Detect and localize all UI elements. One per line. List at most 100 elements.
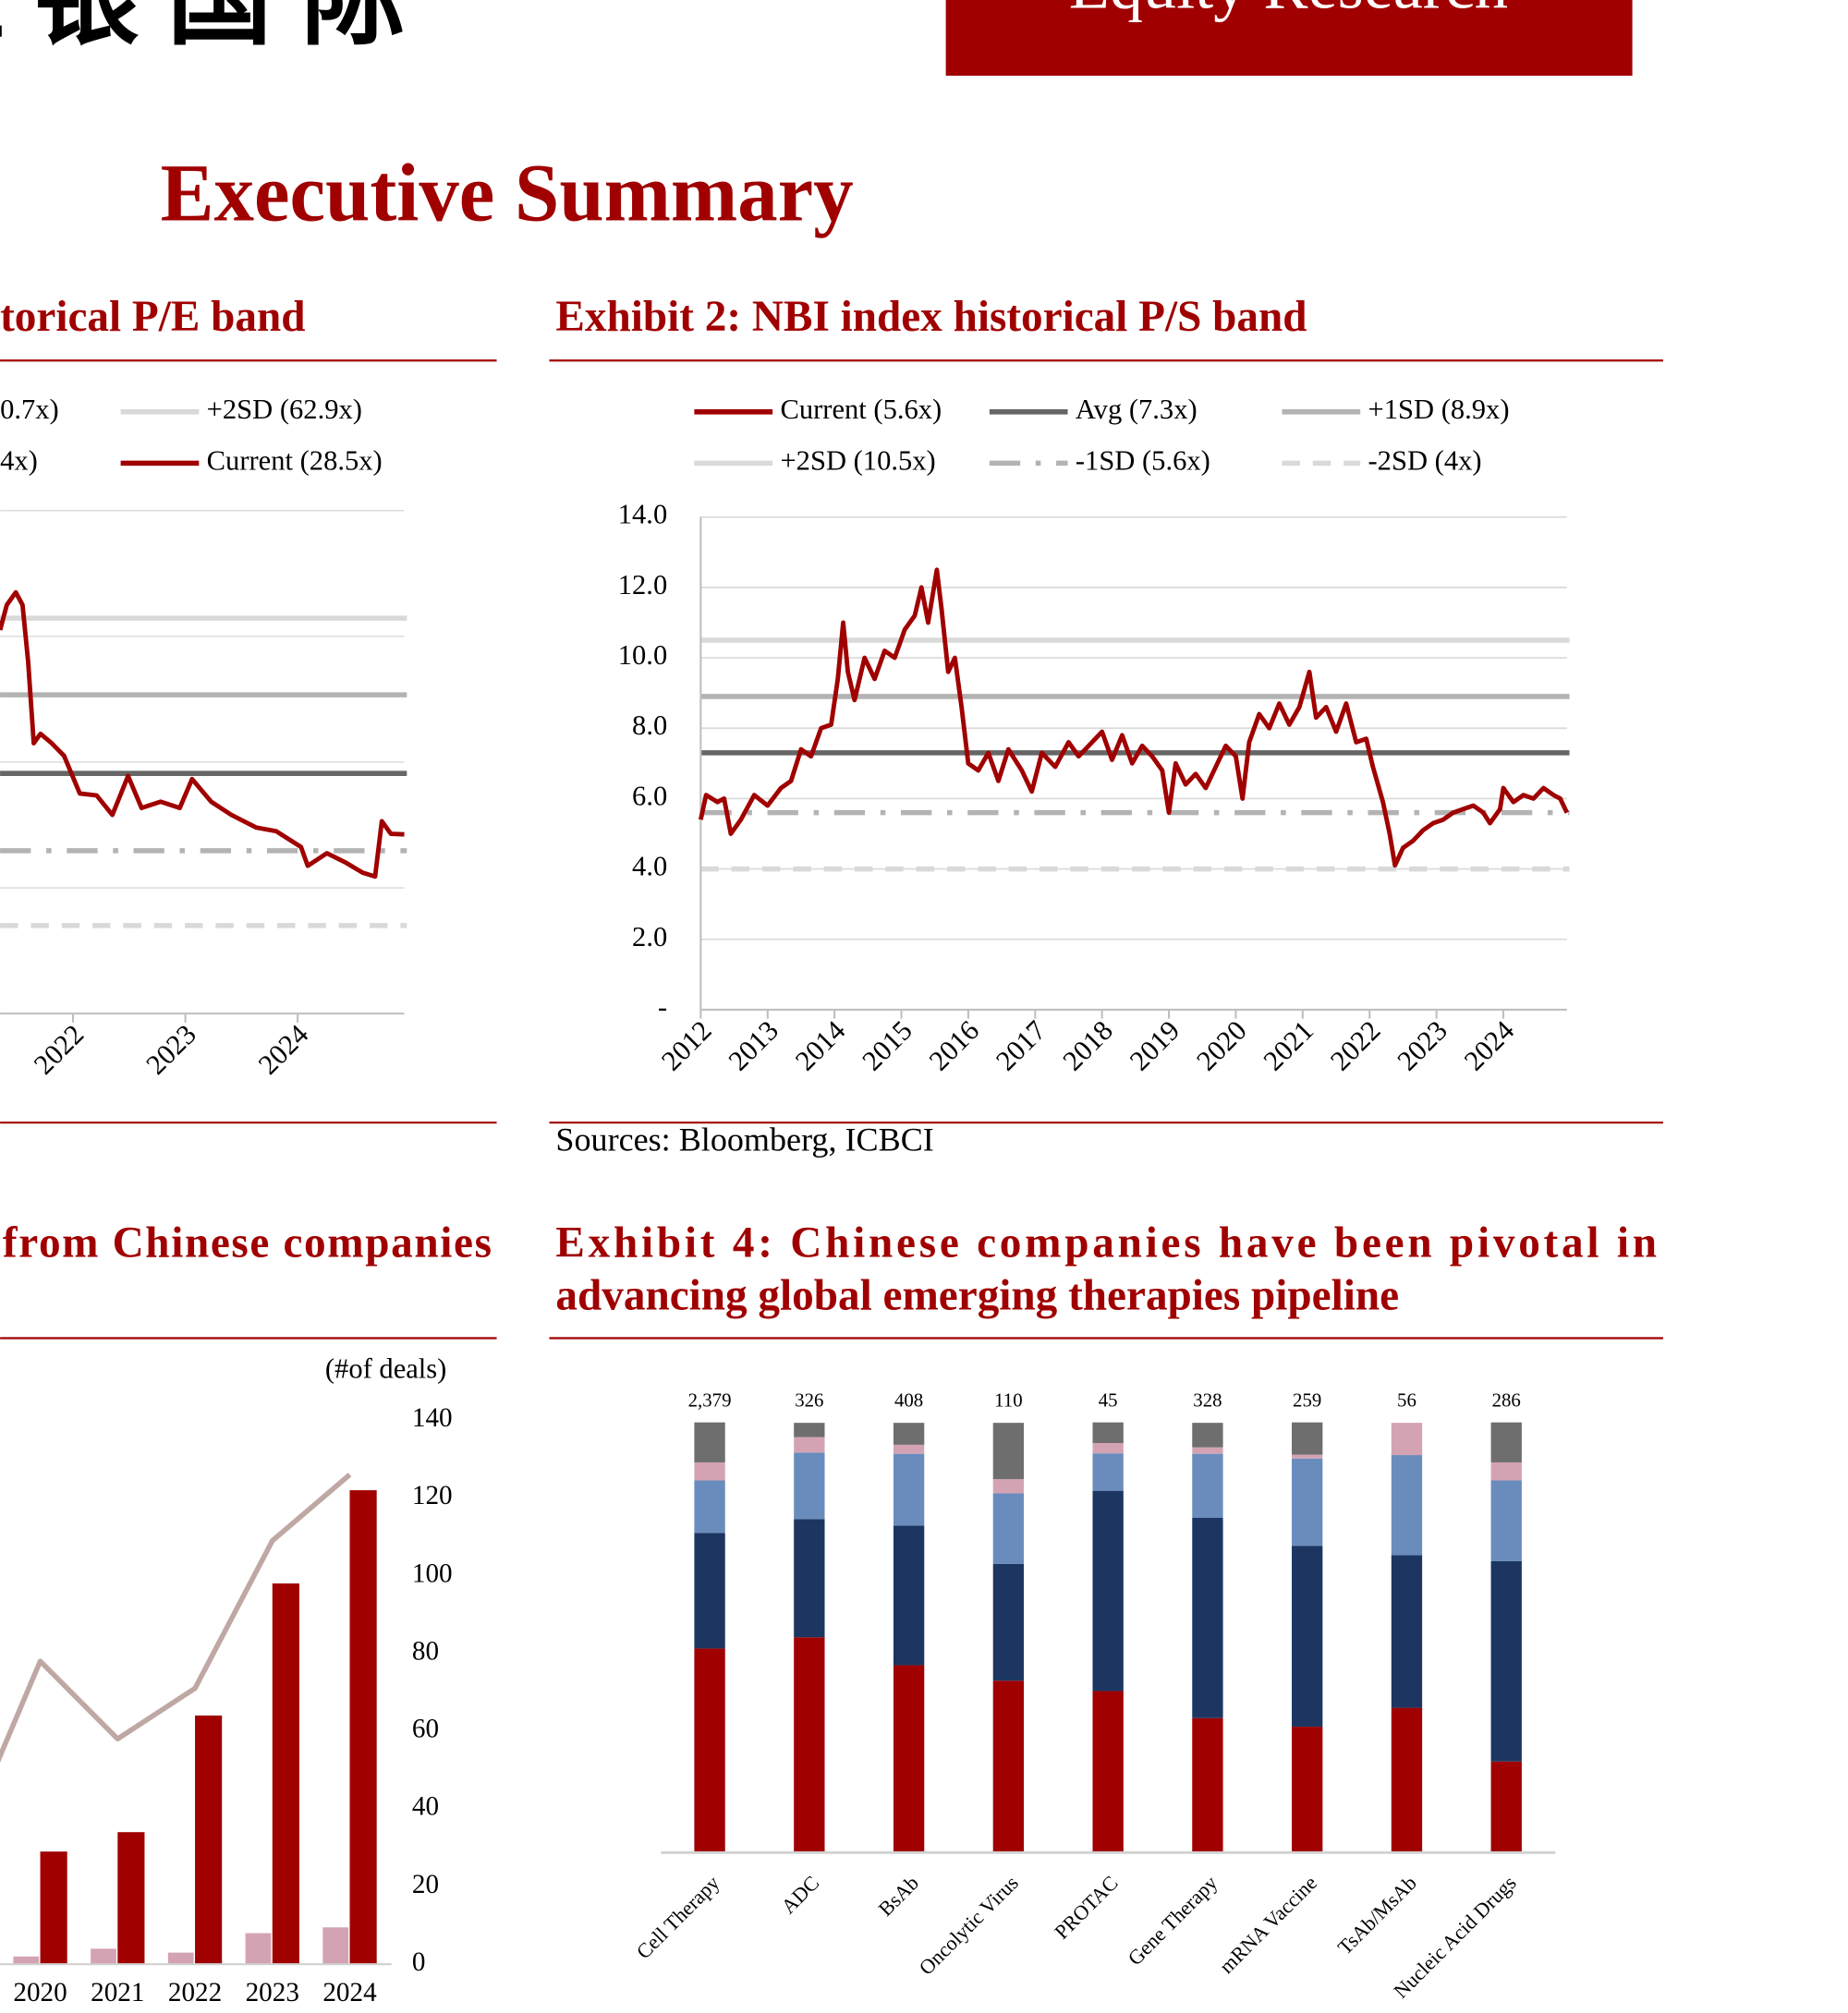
bar-segment xyxy=(1292,1454,1323,1459)
total-label: 326 xyxy=(795,1389,823,1412)
exhibit-title: torical P/E band xyxy=(0,293,305,341)
x-tick-label: Cell Therapy xyxy=(632,1871,724,1963)
bar-segment xyxy=(893,1444,925,1454)
bar-segment xyxy=(1391,1555,1423,1708)
bar-segment xyxy=(992,1680,1025,1853)
bar-segment xyxy=(1192,1453,1223,1518)
page-title: Executive Summary xyxy=(161,148,854,238)
y-tick-label: 140 xyxy=(412,1403,453,1433)
bar-segment xyxy=(1192,1447,1223,1454)
total-label: 259 xyxy=(1293,1389,1321,1412)
legend-label: -1SD (5.6x) xyxy=(1076,444,1210,476)
bar-segment xyxy=(694,1461,725,1481)
bar-segment xyxy=(992,1479,1025,1494)
bar-segment xyxy=(1490,1422,1522,1462)
x-tick-label: 2020 xyxy=(1190,1014,1252,1076)
bar-segment xyxy=(1092,1490,1124,1692)
bar-segment xyxy=(992,1563,1025,1681)
legend-label: 0.7x) xyxy=(0,394,59,425)
bar-segment xyxy=(1092,1443,1124,1454)
bar-segment xyxy=(794,1519,825,1638)
bar xyxy=(195,1716,223,1965)
bar-segment xyxy=(1092,1422,1124,1444)
x-tick-label: BsAb xyxy=(874,1871,923,1920)
x-tick-label: 2024 xyxy=(252,1018,314,1080)
legend-label: +2SD (10.5x) xyxy=(780,444,935,476)
y-tick-label: 60 xyxy=(412,1715,439,1744)
x-tick-label: 2015 xyxy=(857,1014,918,1076)
series-line xyxy=(0,1473,352,1764)
bar-segment xyxy=(1292,1546,1323,1728)
bar-segment xyxy=(1292,1727,1323,1853)
bar xyxy=(245,1933,272,1965)
legend-label: -2SD (4x) xyxy=(1368,444,1482,476)
x-tick-label: 2012 xyxy=(655,1014,717,1076)
exhibit-title: advancing global emerging therapies pipe… xyxy=(555,1272,1399,1320)
bar-segment xyxy=(1490,1560,1522,1762)
legend-label: Current (28.5x) xyxy=(207,444,383,476)
x-tick-label: 2022 xyxy=(28,1018,90,1080)
bar-segment xyxy=(1192,1717,1223,1853)
bar-segment xyxy=(694,1648,725,1853)
y-tick-label: 14.0 xyxy=(618,499,667,530)
y-tick-label: 10.0 xyxy=(618,639,667,671)
bar-segment xyxy=(1391,1707,1423,1853)
bar-segment xyxy=(1391,1455,1423,1556)
bar-segment xyxy=(794,1437,825,1453)
bar xyxy=(91,1948,116,1965)
bar-segment xyxy=(893,1665,925,1853)
banner-box xyxy=(945,0,1633,76)
exhibit-title: from Chinese companies xyxy=(3,1219,492,1267)
bar-segment xyxy=(794,1423,825,1437)
bar-segment xyxy=(1490,1461,1522,1481)
bar-segment xyxy=(1292,1422,1323,1455)
x-tick-label: 2014 xyxy=(789,1014,851,1076)
y-tick-label: 100 xyxy=(412,1558,453,1588)
x-tick-label: 2019 xyxy=(1124,1014,1185,1076)
x-tick-label: 2024 xyxy=(322,1978,377,2007)
x-tick-label: 2013 xyxy=(723,1014,784,1076)
logo: 工银国际 xyxy=(0,0,433,57)
x-tick-label: 2021 xyxy=(1258,1014,1319,1076)
bar-segment xyxy=(1391,1423,1423,1456)
x-tick-label: 2018 xyxy=(1057,1014,1119,1076)
bar xyxy=(349,1490,377,1965)
bar-segment xyxy=(694,1480,725,1534)
x-tick-label: ADC xyxy=(776,1871,823,1918)
x-tick-label: 2023 xyxy=(140,1018,202,1080)
x-tick-label: 2021 xyxy=(91,1978,144,2007)
source: Sources: Bloomberg, ICBCI xyxy=(555,1122,933,1158)
bar-segment xyxy=(1092,1691,1124,1853)
exhibit-title: Exhibit 4: Chinese companies have been p… xyxy=(555,1219,1657,1267)
bar-segment xyxy=(1192,1517,1223,1718)
bar xyxy=(40,1851,67,1965)
x-tick-label: PROTAC xyxy=(1050,1871,1122,1943)
x-tick-label: 2016 xyxy=(923,1014,985,1076)
unit-label: (#of deals) xyxy=(325,1353,446,1385)
y-tick-label: 0 xyxy=(412,1947,426,1977)
x-tick-label: TsAb/MsAb xyxy=(1333,1871,1421,1958)
bar-segment xyxy=(1490,1761,1522,1853)
x-tick-label: 2022 xyxy=(1324,1014,1386,1076)
bar xyxy=(13,1956,40,1965)
total-label: 286 xyxy=(1492,1389,1521,1412)
y-tick-label: 6.0 xyxy=(632,780,667,811)
y-tick-label: 80 xyxy=(412,1636,439,1666)
series-line xyxy=(698,567,1569,868)
legend-label: Current (5.6x) xyxy=(780,394,942,425)
series-line xyxy=(0,589,405,879)
y-tick-label: - xyxy=(658,991,667,1023)
y-tick-label: 12.0 xyxy=(618,569,667,600)
x-tick-label: 2022 xyxy=(168,1978,222,2007)
bar-segment xyxy=(1192,1423,1223,1448)
legend-label: Avg (7.3x) xyxy=(1076,394,1198,425)
bar-segment xyxy=(893,1423,925,1445)
bar-segment xyxy=(893,1453,925,1526)
total-label: 2,379 xyxy=(688,1389,732,1412)
legend-label: +1SD (8.9x) xyxy=(1368,394,1510,425)
bar-segment xyxy=(794,1637,825,1853)
banner: Equity Research xyxy=(1069,0,1508,22)
x-tick-label: 2023 xyxy=(246,1978,299,2007)
